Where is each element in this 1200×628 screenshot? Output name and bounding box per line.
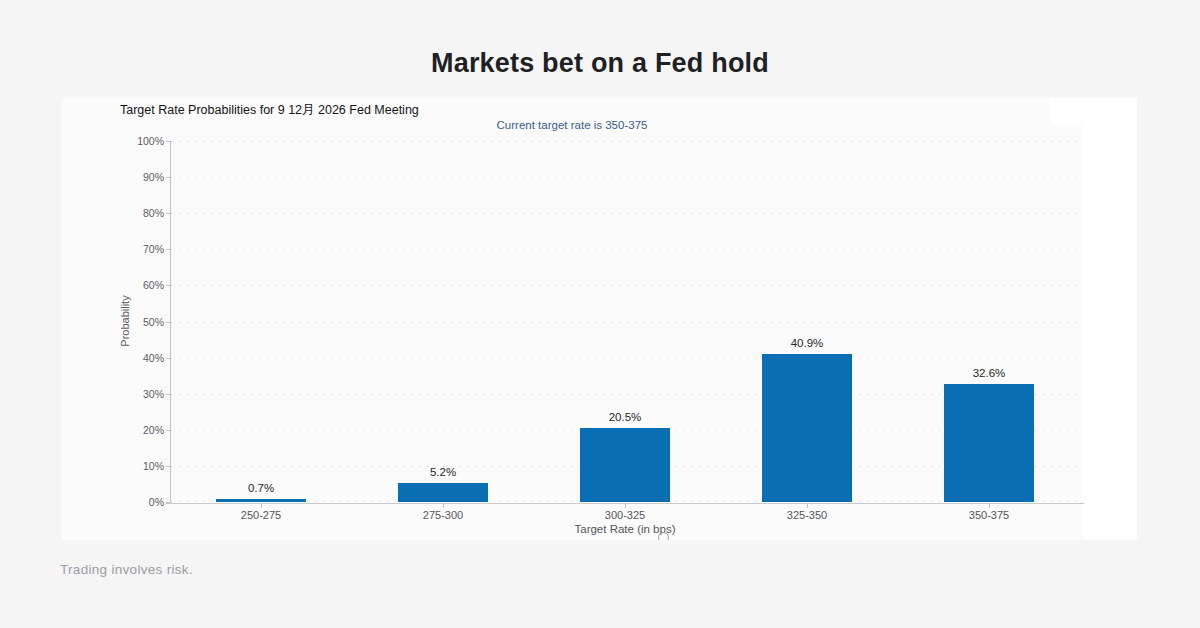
- chart-title: Target Rate Probabilities for 9 12月 2026…: [120, 102, 419, 119]
- y-tick-label: 50%: [120, 316, 164, 328]
- footer-disclaimer: Trading involves risk.: [60, 562, 193, 577]
- bar-value-label: 32.6%: [944, 367, 1034, 379]
- x-tick: [261, 504, 262, 508]
- y-tick: [166, 249, 170, 250]
- x-tick: [443, 504, 444, 508]
- y-tick-label: 70%: [120, 243, 164, 255]
- plot-area: Probability Target Rate (in bps) 0%10%20…: [170, 141, 1080, 502]
- page-title: Markets bet on a Fed hold: [0, 48, 1200, 79]
- y-tick: [166, 213, 170, 214]
- gridline: [171, 141, 1080, 142]
- x-tick: [989, 504, 990, 508]
- y-tick: [166, 430, 170, 431]
- x-tick-label: 250-275: [201, 509, 321, 521]
- bar-value-label: 5.2%: [398, 466, 488, 478]
- gridline: [171, 358, 1080, 359]
- bar: [762, 354, 852, 502]
- gridline: [171, 285, 1080, 286]
- x-tick-label: 350-375: [929, 509, 1049, 521]
- y-tick: [166, 141, 170, 142]
- y-tick-label: 100%: [120, 135, 164, 147]
- chart-panel: Target Rate Probabilities for 9 12月 2026…: [62, 98, 1137, 540]
- y-tick-label: 40%: [120, 352, 164, 364]
- x-tick-label: 300-325: [565, 509, 685, 521]
- gridline: [171, 177, 1080, 178]
- bar-value-label: 40.9%: [762, 337, 852, 349]
- clipped-circle-artifact: [658, 532, 669, 540]
- x-tick-label: 275-300: [383, 509, 503, 521]
- gridline: [171, 322, 1080, 323]
- x-tick: [625, 504, 626, 508]
- y-tick-label: 30%: [120, 388, 164, 400]
- x-tick-label: 325-350: [747, 509, 867, 521]
- gridline: [171, 213, 1080, 214]
- y-tick: [166, 285, 170, 286]
- x-axis-title: Target Rate (in bps): [170, 523, 1080, 535]
- y-tick-label: 20%: [120, 424, 164, 436]
- y-tick: [166, 502, 170, 503]
- y-tick-label: 80%: [120, 207, 164, 219]
- bar-value-label: 0.7%: [216, 482, 306, 494]
- x-tick: [807, 504, 808, 508]
- y-tick: [166, 394, 170, 395]
- y-tick: [166, 177, 170, 178]
- bar: [398, 483, 488, 502]
- y-tick-label: 90%: [120, 171, 164, 183]
- y-tick-label: 10%: [120, 460, 164, 472]
- bar: [944, 384, 1034, 502]
- bar: [216, 499, 306, 502]
- y-tick: [166, 466, 170, 467]
- bar: [580, 428, 670, 502]
- y-tick: [166, 358, 170, 359]
- background-patch: [1082, 98, 1137, 540]
- y-tick-label: 60%: [120, 279, 164, 291]
- gridline: [171, 249, 1080, 250]
- y-tick-label: 0%: [120, 496, 164, 508]
- chart-subtitle: Current target rate is 350-375: [62, 119, 1082, 131]
- y-tick: [166, 322, 170, 323]
- bar-value-label: 20.5%: [580, 411, 670, 423]
